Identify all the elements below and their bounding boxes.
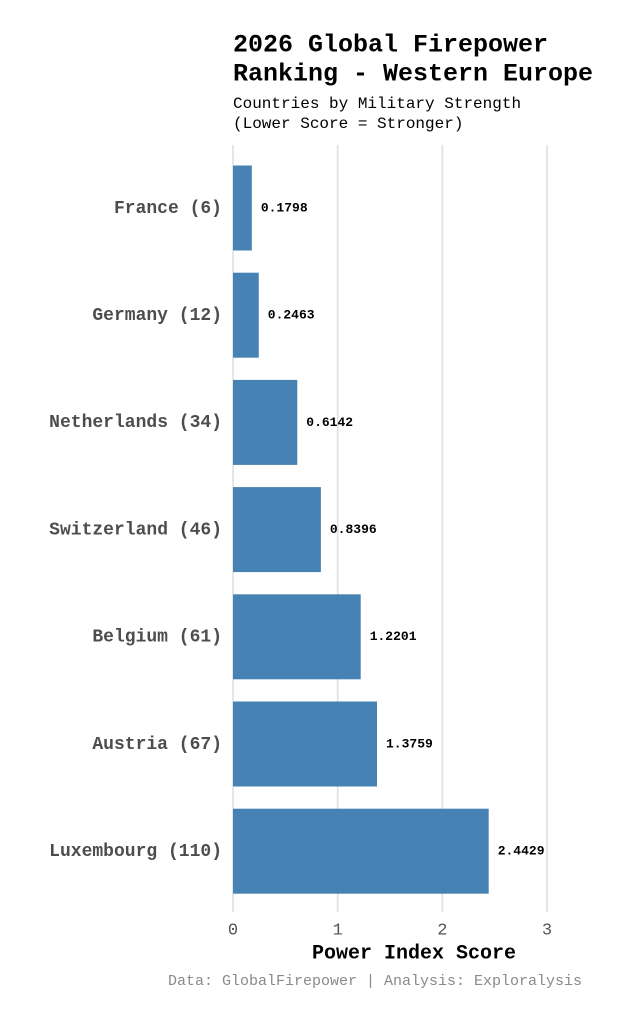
bar [233, 272, 259, 358]
x-tick-label: 0 [228, 921, 238, 940]
bar [233, 594, 361, 680]
x-axis-label: Power Index Score [312, 942, 516, 965]
chart-subtitle: (Lower Score = Stronger) [233, 115, 463, 133]
value-label: 1.2201 [370, 629, 417, 644]
x-tick-label: 1 [333, 921, 343, 940]
y-tick-label: France (6) [114, 199, 222, 219]
value-label: 0.8396 [330, 522, 377, 537]
value-label: 0.6142 [306, 415, 353, 430]
caption: Data: GlobalFirepower | Analysis: Explor… [168, 973, 582, 990]
chart-subtitle: Countries by Military Strength [233, 95, 521, 113]
value-label: 1.3759 [386, 736, 433, 751]
y-tick-label: Germany (12) [92, 306, 222, 326]
bar [233, 487, 321, 573]
chart-title: 2026 Global Firepower [233, 31, 548, 60]
bar [233, 165, 252, 251]
bar [233, 379, 298, 465]
y-tick-label: Netherlands (34) [49, 413, 222, 433]
value-label: 0.1798 [261, 200, 308, 215]
x-tick-label: 2 [437, 921, 447, 940]
y-tick-label: Switzerland (46) [49, 520, 222, 540]
value-label: 2.4429 [498, 844, 545, 859]
bar [233, 808, 489, 894]
value-label: 0.2463 [268, 308, 315, 323]
y-tick-label: Belgium (61) [92, 628, 222, 648]
y-tick-label: Luxembourg (110) [49, 842, 222, 862]
chart-title: Ranking - Western Europe [233, 60, 593, 89]
bar [233, 701, 378, 787]
y-tick-label: Austria (67) [92, 735, 222, 755]
x-tick-label: 3 [542, 921, 552, 940]
